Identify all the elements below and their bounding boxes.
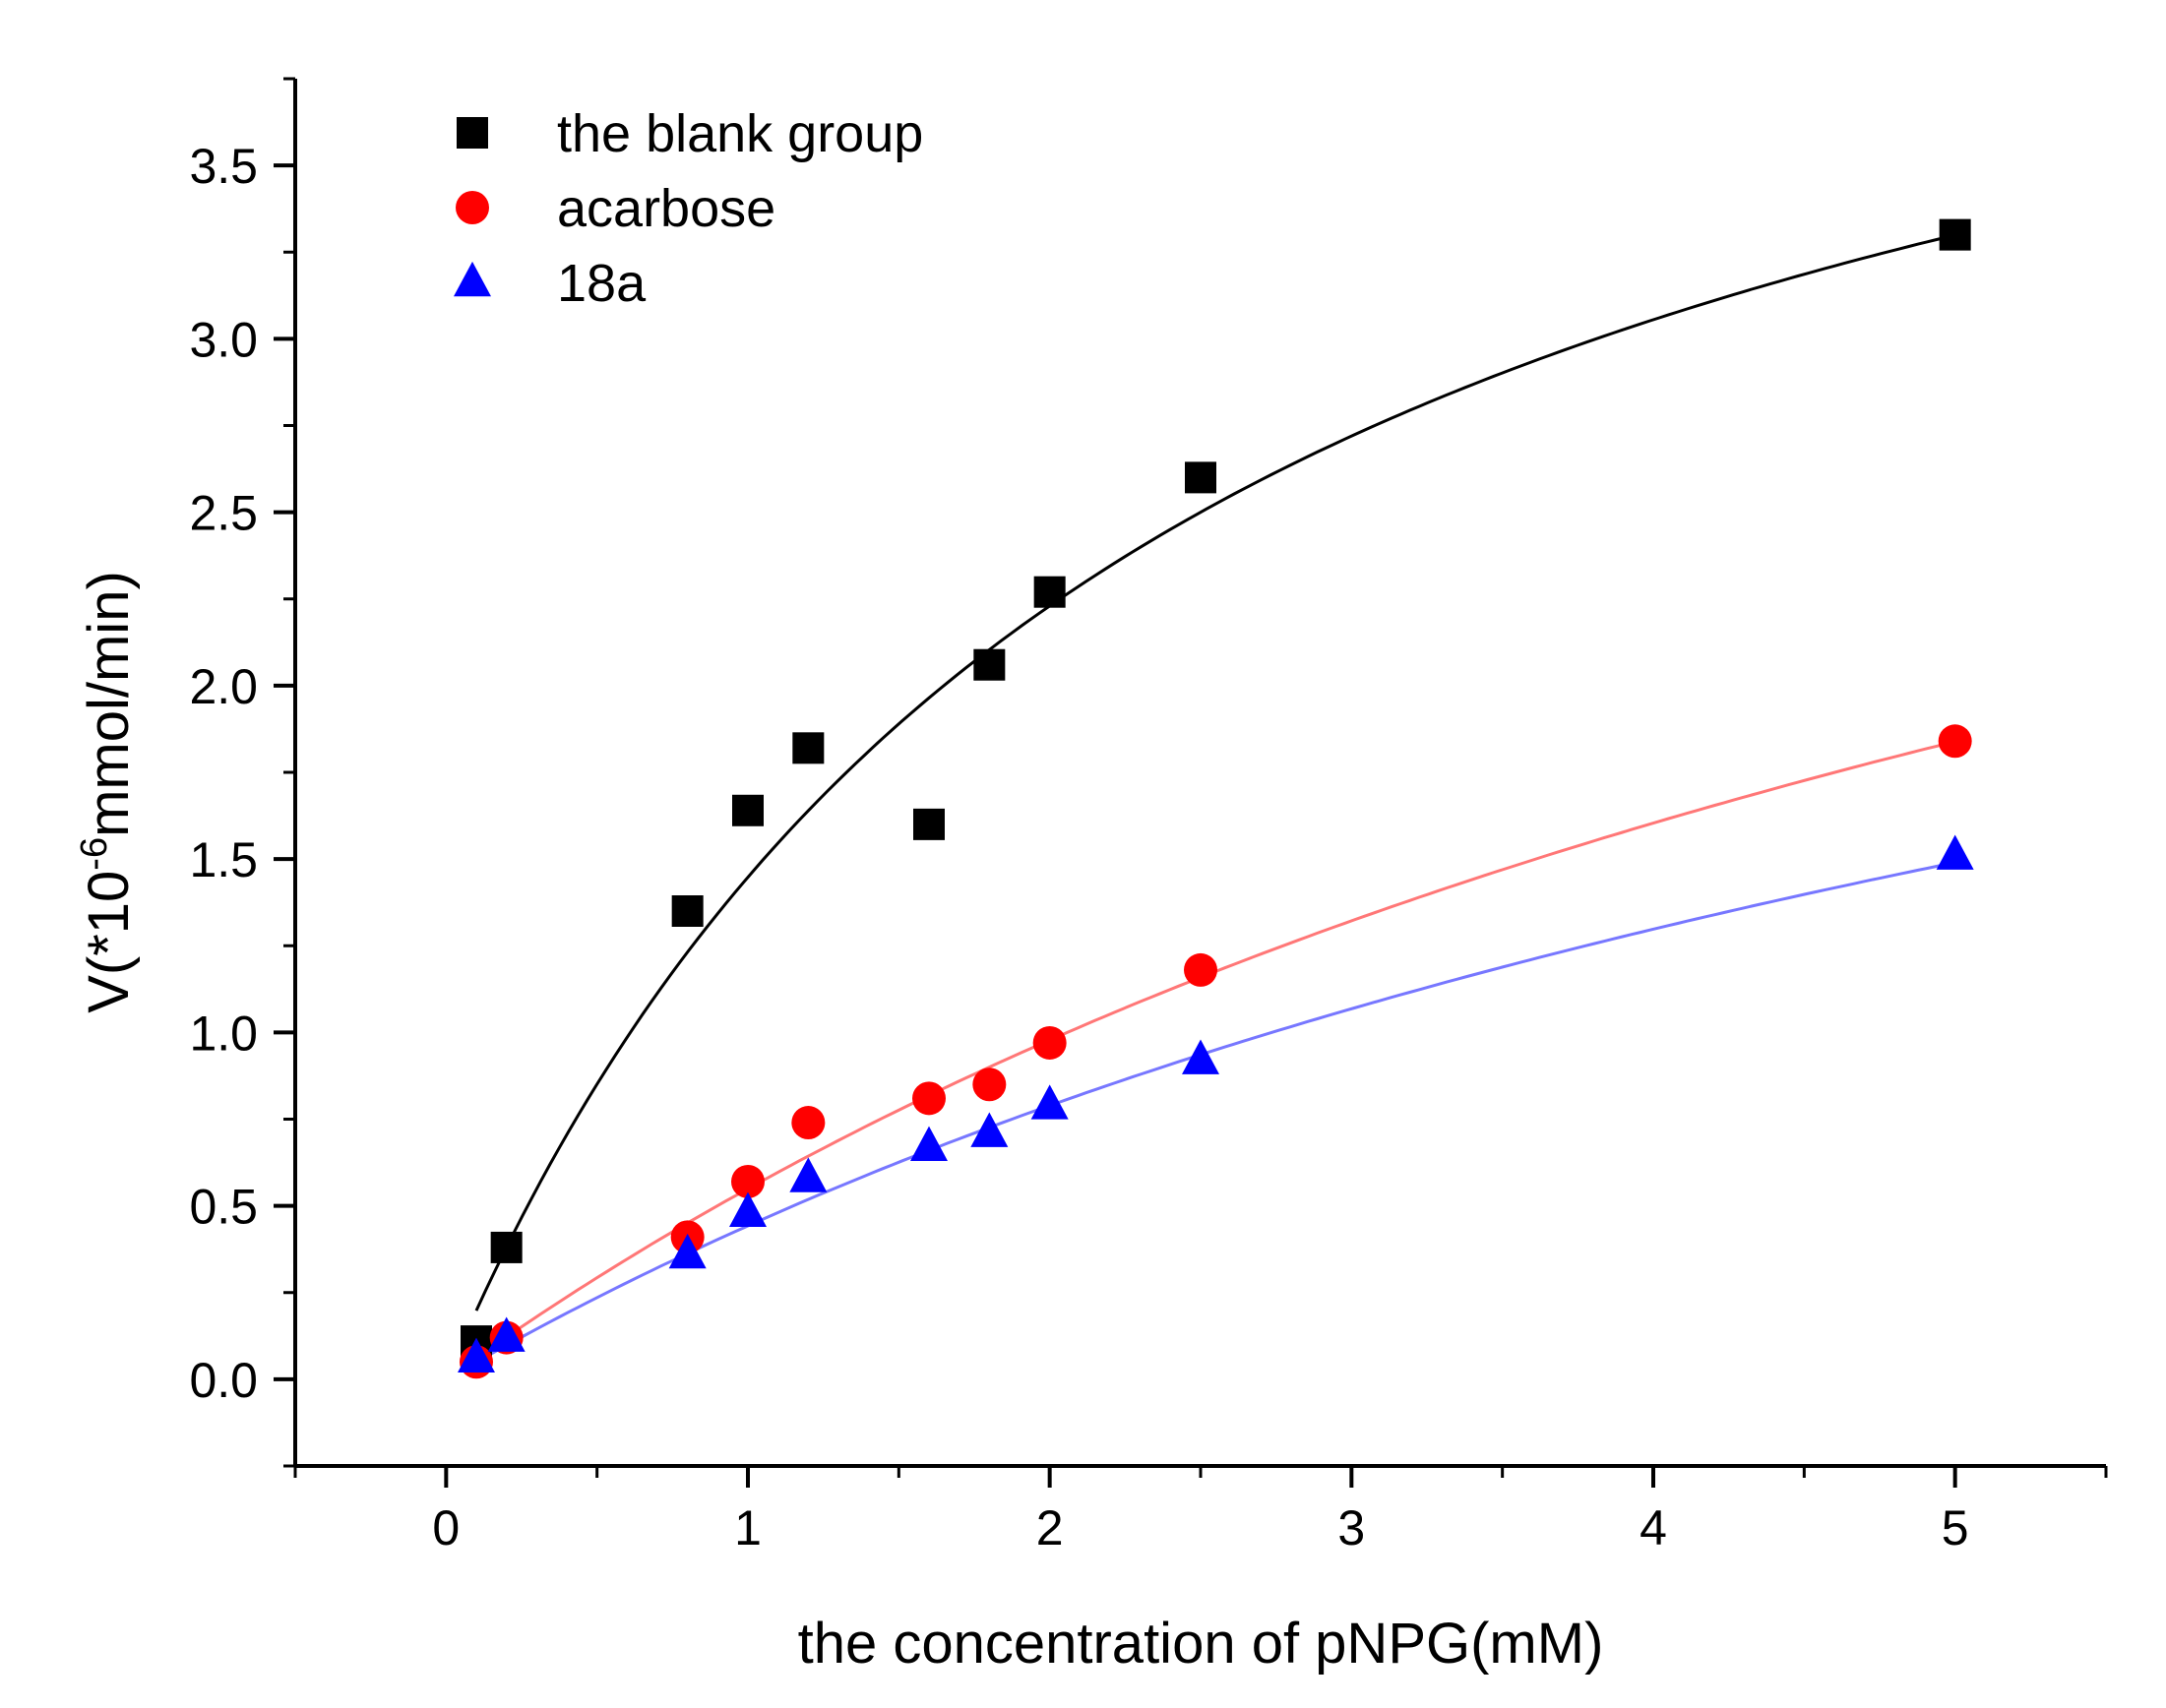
data-point-0-1 — [490, 1231, 523, 1263]
y-tick-label: 1.5 — [189, 832, 258, 887]
data-point-2-8 — [1182, 1039, 1219, 1074]
data-point-1-3 — [731, 1164, 765, 1198]
legend-label-2: 18a — [557, 254, 647, 313]
y-tick-label: 3.0 — [189, 312, 258, 367]
data-point-2-5 — [910, 1126, 948, 1161]
y-axis-title: V(*10-6mmol/min) — [74, 571, 141, 1013]
x-axis-title: the concentration of pNPG(mM) — [798, 1612, 1604, 1676]
y-tick-label: 0.5 — [189, 1180, 258, 1235]
data-point-2-2 — [668, 1233, 707, 1269]
data-point-1-5 — [912, 1081, 946, 1116]
fit-curve-0 — [474, 233, 1956, 1312]
data-point-1-7 — [1032, 1025, 1067, 1060]
data-point-0-2 — [671, 895, 704, 927]
data-point-0-7 — [1033, 576, 1066, 608]
axes: 0 1 2 3 4 5 0.0 0.5 1.0 1.5 2.0 2.5 3.0 3.5 — [189, 77, 2108, 1556]
data-point-2-3 — [729, 1191, 767, 1227]
data-point-0-8 — [1185, 461, 1216, 494]
y-axis-title-suffix: mmol/min) — [77, 571, 141, 837]
y-axis-title-prefix: V(*10 — [77, 871, 141, 1013]
x-tick-label: 5 — [1942, 1500, 1969, 1556]
x-tick-label: 1 — [734, 1500, 762, 1556]
data-point-1-8 — [1184, 952, 1217, 987]
legend: the blank group acarbose 18a — [454, 104, 923, 313]
data-point-1-4 — [791, 1106, 826, 1140]
axis-titles: the concentration of pNPG(mM) V(*10-6mmol… — [74, 571, 1603, 1676]
legend-marker-1 — [456, 191, 489, 224]
fit-curve-2 — [475, 861, 1955, 1364]
x-tick-label: 0 — [432, 1500, 460, 1556]
x-tick-label: 2 — [1036, 1500, 1064, 1556]
data-point-2-4 — [789, 1157, 828, 1192]
y-tick-label: 3.5 — [189, 139, 258, 194]
data-point-2-6 — [970, 1112, 1009, 1147]
y-tick-label: 2.0 — [189, 659, 258, 714]
legend-label-0: the blank group — [557, 104, 923, 163]
y-tick-label: 0.0 — [189, 1353, 258, 1408]
data-point-2-9 — [1936, 834, 1974, 870]
y-axis-title-exponent: -6 — [74, 837, 115, 871]
fit-curves — [474, 233, 1956, 1364]
data-point-0-3 — [732, 794, 764, 826]
y-tick-label: 1.0 — [189, 1006, 258, 1061]
data-point-0-5 — [913, 808, 945, 840]
data-point-2-7 — [1030, 1084, 1069, 1120]
data-point-1-9 — [1938, 724, 1972, 759]
x-tick-label: 3 — [1337, 1500, 1365, 1556]
legend-marker-2 — [454, 261, 491, 297]
data-point-0-4 — [792, 732, 825, 764]
x-tick-label: 4 — [1640, 1500, 1667, 1556]
data-markers — [458, 218, 1974, 1379]
data-point-1-6 — [972, 1068, 1007, 1102]
legend-marker-0 — [457, 117, 488, 149]
data-point-2-1 — [487, 1316, 526, 1352]
y-tick-label: 2.5 — [189, 486, 258, 541]
data-point-2-0 — [458, 1337, 495, 1373]
data-point-0-6 — [973, 648, 1006, 681]
legend-label-1: acarbose — [557, 179, 775, 238]
data-point-0-9 — [1939, 218, 1971, 251]
